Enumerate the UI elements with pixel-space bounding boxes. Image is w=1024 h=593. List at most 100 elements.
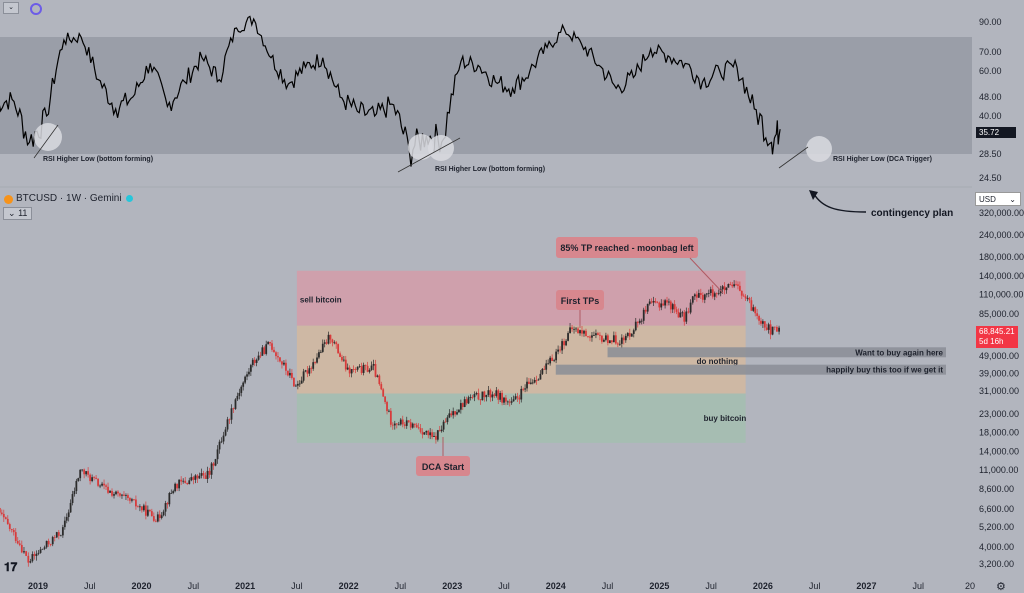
candle-body bbox=[459, 403, 462, 410]
candle-body bbox=[654, 301, 657, 303]
candle-body bbox=[248, 371, 250, 375]
candle-body bbox=[210, 463, 213, 475]
time-tick-label: 2022 bbox=[339, 581, 359, 591]
candle-body bbox=[144, 505, 147, 516]
candle-body bbox=[300, 380, 303, 384]
candle-body bbox=[469, 397, 472, 398]
candle-body bbox=[370, 365, 373, 370]
candle-body bbox=[681, 312, 684, 314]
candle-body bbox=[302, 371, 305, 381]
candle-body bbox=[172, 491, 175, 493]
gear-icon[interactable]: ⚙ bbox=[996, 581, 1006, 593]
time-tick-label: Jul bbox=[84, 581, 96, 591]
candle-body bbox=[701, 295, 704, 300]
candle-body bbox=[489, 390, 492, 398]
candle-body bbox=[512, 399, 515, 402]
symbol-separator: · bbox=[81, 193, 90, 204]
chevron-down-icon: ⌄ bbox=[1009, 195, 1016, 204]
candle-body bbox=[543, 368, 546, 370]
level-label-hold: do nothing bbox=[697, 357, 738, 366]
candle-body bbox=[350, 369, 353, 374]
candle-body bbox=[616, 343, 619, 345]
candle-body bbox=[35, 553, 38, 556]
candle-body bbox=[539, 373, 542, 380]
candle-body bbox=[138, 506, 141, 508]
candle-body bbox=[628, 332, 631, 337]
candle-body bbox=[8, 524, 11, 530]
candle-body bbox=[16, 540, 19, 544]
candle-body bbox=[717, 293, 720, 295]
candle-body bbox=[318, 352, 320, 358]
candle-body bbox=[553, 360, 556, 362]
candle-body bbox=[630, 333, 633, 337]
tradingview-logo-icon[interactable]: 𝟏𝟕 bbox=[4, 560, 18, 574]
rsi-pane[interactable]: 90.00 70.00 60.00 48.00 40.00 28.50 24.50 RSI … bbox=[0, 15, 1002, 183]
candle-body bbox=[255, 359, 258, 363]
candle-body bbox=[85, 471, 88, 475]
candle-body bbox=[67, 512, 70, 518]
top-pane-toggle[interactable]: ⌄ bbox=[3, 2, 19, 14]
indicators-toggle[interactable]: ⌄ 11 bbox=[3, 207, 33, 220]
candle-body bbox=[283, 362, 285, 365]
rsi-marker-circle bbox=[34, 123, 62, 151]
symbol-header[interactable]: BTCUSD · 1W · Gemini bbox=[16, 193, 133, 204]
candle-body bbox=[448, 413, 451, 418]
price-tick-label: 18,000.00 bbox=[979, 427, 1019, 437]
candle-body bbox=[604, 335, 607, 340]
candle-body bbox=[164, 503, 167, 512]
callout-moonbag-text: 85% TP reached - moonbag left bbox=[560, 243, 693, 253]
time-tick-label: Jul bbox=[395, 581, 407, 591]
level-label: happily buy this too if we get it bbox=[826, 366, 943, 375]
currency-select[interactable]: USD ⌄ bbox=[975, 192, 1021, 206]
candle-body bbox=[436, 430, 439, 440]
candle-body bbox=[186, 482, 189, 485]
candle-body bbox=[293, 377, 295, 387]
level-band bbox=[607, 347, 946, 358]
candle-body bbox=[618, 343, 621, 345]
candle-body bbox=[758, 315, 760, 321]
candle-body bbox=[591, 335, 593, 338]
candle-body bbox=[275, 352, 277, 357]
candle-body bbox=[374, 364, 377, 377]
candle-body bbox=[55, 532, 58, 538]
candle-body bbox=[202, 473, 205, 476]
contingency-note: contingency plan bbox=[809, 190, 953, 219]
candle-body bbox=[608, 340, 611, 343]
candle-body bbox=[776, 327, 778, 332]
rsi-annotations: RSI Higher Low (bottom forming) RSI High… bbox=[33, 123, 932, 173]
candle-body bbox=[75, 480, 78, 492]
price-pane[interactable]: sell bitcoin buy bitcoin 320,000.00 240,00… bbox=[0, 190, 1024, 569]
candle-body bbox=[479, 399, 482, 401]
candle-body bbox=[477, 393, 480, 400]
candle-body bbox=[632, 330, 635, 334]
symbol-separator: · bbox=[57, 193, 67, 204]
time-axis[interactable]: 2019 Jul 2020 Jul 2021 Jul 2022 Jul 2023 Jul 2024 J… bbox=[28, 581, 975, 591]
zone-0 bbox=[296, 270, 746, 326]
rsi-trendline bbox=[778, 146, 809, 169]
candle-body bbox=[579, 330, 581, 334]
candle-body bbox=[89, 474, 92, 482]
candle-body bbox=[71, 494, 74, 503]
candle-body bbox=[601, 335, 603, 342]
indicator-settings-icon[interactable] bbox=[30, 3, 42, 15]
candle-body bbox=[669, 301, 672, 310]
candle-body bbox=[277, 356, 279, 358]
candle-body bbox=[228, 419, 231, 421]
candle-body bbox=[393, 423, 396, 426]
candle-body bbox=[31, 554, 34, 562]
candle-body bbox=[158, 514, 161, 519]
price-tick-label: 4,000.00 bbox=[979, 542, 1014, 552]
candle-body bbox=[431, 432, 433, 437]
candle-body bbox=[6, 518, 9, 525]
candle-body bbox=[287, 370, 289, 376]
rsi-tick-label: 48.00 bbox=[979, 92, 1002, 102]
candle-body bbox=[380, 384, 383, 390]
candle-body bbox=[495, 390, 498, 396]
candle-body bbox=[638, 320, 641, 323]
candle-body bbox=[97, 478, 99, 486]
candle-body bbox=[208, 470, 211, 475]
time-tick-label: 2024 bbox=[546, 581, 566, 591]
zone-label-sell: sell bitcoin bbox=[300, 296, 342, 305]
candle-body bbox=[296, 383, 299, 386]
